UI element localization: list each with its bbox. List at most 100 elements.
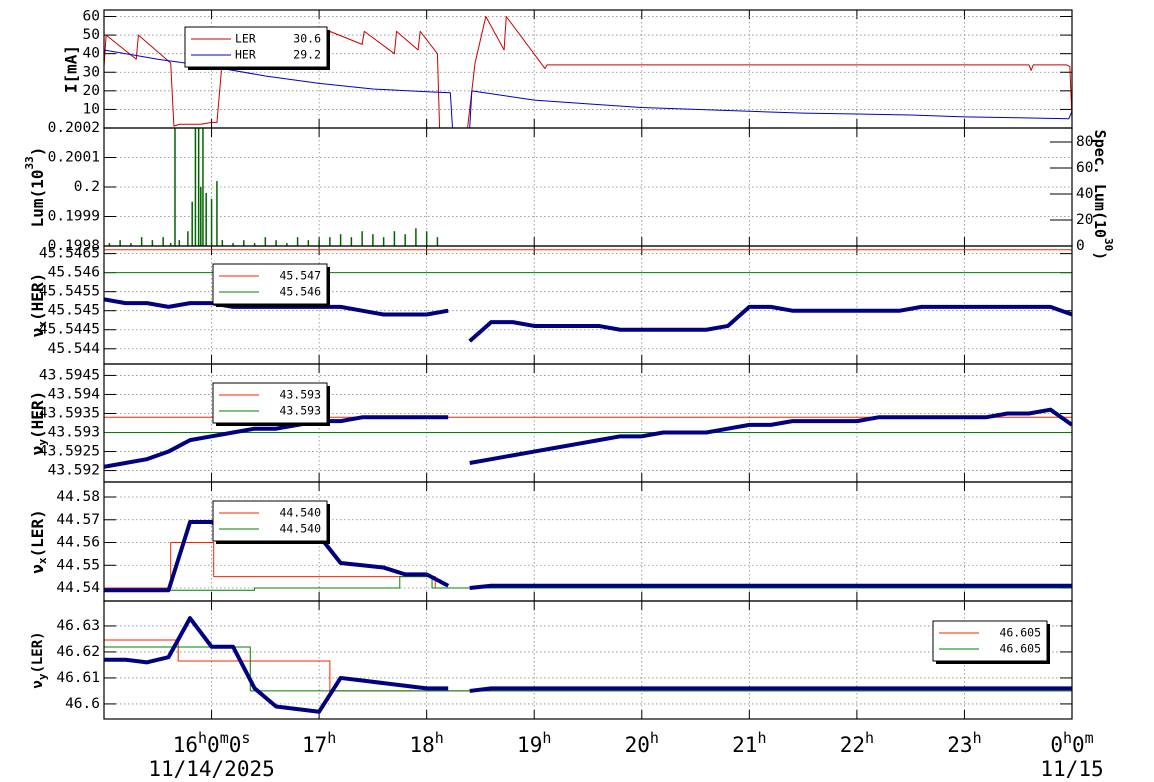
bar [151,240,154,246]
legend-value: 43.593 [279,404,321,418]
y-tick-label: 10 [83,101,100,117]
label-part: 21 [732,733,757,757]
y-tick-label: 0.1999 [48,209,100,225]
bar [108,243,111,246]
label-part: (HER) [28,391,47,439]
y-axis-label: νx(HER) [28,273,50,337]
legend: 46.605 46.605 [932,620,1050,664]
bar [275,240,277,246]
label-part: m [220,729,229,747]
y-tick-label: 0.1998 [48,238,100,254]
legend: 45.547 45.546 [212,263,330,307]
panel: 45.544 45.5445 45.545 45.5455 45.546 45.5465 ν… [28,245,1073,365]
x-tick-label: 0h0m [1050,729,1093,758]
y-tick-label: 50 [83,27,100,43]
x-tick-label: 17h [302,729,336,758]
series-line [104,646,1072,692]
y-tick-label: 43.5935 [39,405,100,421]
bar [307,240,310,246]
label-part: 20 [625,733,650,757]
y-tick-label: 44.58 [56,489,100,505]
legend-value: 44.540 [279,506,321,520]
y-tick-label: 20 [83,83,100,99]
series-line [104,616,1072,714]
label-part: Spec. Lum(10 [1092,130,1110,238]
legend-value: 44.540 [279,522,321,536]
bar [130,243,132,246]
y2-tick-label: 40 [1076,186,1093,202]
y-tick-label: 45.546 [48,265,100,281]
y-tick-label: 43.5945 [39,367,100,383]
panel: 10 20 30 40 50 60 I[mA] [62,9,1073,129]
y-tick-label: 60 [83,9,100,25]
label-part: 18 [410,733,435,757]
x-tick-label: 19h [517,729,551,758]
bar [197,128,200,246]
x-tick-label: 18h [410,729,444,758]
label-part: y [36,673,49,680]
panel: 44.54 44.55 44.56 44.57 44.58 νx(LER) [28,481,1073,602]
bar [205,192,207,246]
y-tick-label: 44.56 [56,535,100,551]
legend-name: HER [235,48,256,62]
bar [169,243,172,246]
bar [318,240,320,246]
plot-frame [103,600,1073,720]
label-part: 0 [1072,733,1085,757]
label-part: ν [28,446,47,456]
panel: 16h0m0s 17h 18h 19h 20h 21h 22h 23h 0h0m11/14/20… [30,600,1104,781]
panel: 43.592 43.5925 43.593 43.5935 43.594 43.5945 ν… [28,363,1073,483]
legend-value: 45.547 [279,269,321,283]
label-part: s [241,729,250,747]
bar [243,240,245,246]
plot-area [104,616,1072,714]
bar [425,231,428,246]
y-axis-label: I[mA] [62,45,81,93]
bar [191,201,193,246]
y-tick-label: 44.57 [56,512,100,528]
legend-value: 43.593 [279,388,321,402]
y-tick-label: 43.592 [48,463,100,479]
legend-box [932,620,1048,662]
label-part: x [36,557,49,564]
y-tick-label: 45.5465 [39,246,100,262]
bar [216,181,218,246]
legend-value: 45.546 [279,285,321,299]
label-part: (HER) [28,273,47,321]
bar [286,243,288,246]
bar [264,237,267,246]
bar [382,237,385,246]
y-axis-label: Lum(1033) [23,147,47,228]
y-tick-label: 43.593 [48,425,100,441]
bar [436,237,439,246]
y-tick-label: 46.62 [56,644,100,660]
series-line [104,407,1072,469]
label-part: 0 [229,733,242,757]
x-tick-label: 22h [840,729,874,758]
bar [194,128,197,246]
legend-value: 29.2 [293,48,321,62]
label-part: ) [28,147,47,157]
y-tick-label: 0.2001 [48,150,100,166]
bar [119,240,121,246]
label-part: h [650,729,659,747]
bar [140,237,143,246]
label-part: Lum(10 [28,170,47,228]
y2-tick-label: 20 [1076,212,1093,228]
bar [232,243,234,246]
legend: LER 30.6 HER 29.2 [184,26,330,70]
y-tick-label: 43.5925 [39,444,100,460]
legend: 44.540 44.540 [212,500,330,544]
y2-tick-label: 0 [1076,238,1085,254]
label-part: h [865,729,874,747]
y-tick-label: 43.594 [48,386,101,402]
y-tick-label: 45.544 [48,341,101,357]
bar [339,234,342,246]
y-tick-label: 44.55 [56,557,100,573]
series-line [104,576,1072,591]
label-part: ν [30,680,46,688]
legend-value: 46.605 [999,626,1041,640]
legend-box [212,263,328,305]
y-tick-label: 0.2002 [48,120,100,136]
y-axis-label: νy(LER) [30,631,49,688]
